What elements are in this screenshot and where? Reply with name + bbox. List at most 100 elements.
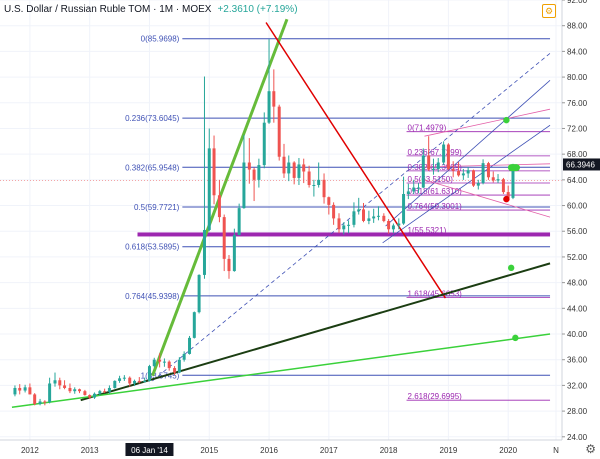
x-tick-label: 2019: [440, 446, 458, 455]
candle-body: [451, 168, 455, 171]
trend-line-dark-long[interactable]: [80, 262, 551, 402]
candle-body: [133, 380, 137, 384]
candle-body: [257, 165, 261, 180]
candle-body: [367, 218, 371, 221]
candle-body: [113, 380, 117, 388]
fib-level-label: 1(33.5745): [141, 371, 180, 380]
candle-body: [147, 366, 151, 381]
candle-body: [446, 144, 450, 169]
x-tick-highlight: [125, 443, 174, 456]
candle-body: [212, 148, 216, 196]
candle-body: [337, 218, 341, 230]
candle-body: [481, 163, 485, 184]
channel-line: [382, 124, 551, 244]
x-tick-label: 2013: [81, 446, 99, 455]
candle-body: [421, 155, 425, 188]
y-tick-label: 88.00: [567, 22, 588, 31]
y-tick-label: 24.00: [567, 433, 588, 442]
x-tick-label: 2017: [320, 446, 338, 455]
candle-body: [227, 258, 231, 272]
y-tick-label: 28.00: [567, 407, 588, 416]
fib-level-label: 0(85.9698): [141, 35, 180, 44]
candle-body: [506, 192, 510, 198]
candle-body: [242, 162, 246, 209]
candle-body: [282, 156, 286, 174]
fib-ext-label: 0.618(61.6310): [408, 187, 463, 196]
candle-body: [143, 380, 147, 383]
candle-body: [402, 193, 406, 224]
last-price-label: 66.3946: [566, 160, 595, 169]
x-tick-label: 2012: [21, 446, 39, 455]
candle-body: [23, 387, 27, 391]
candle-body: [406, 191, 410, 194]
y-tick-label: 60.00: [567, 202, 588, 211]
candle-body: [472, 170, 476, 186]
candle-body: [417, 187, 421, 189]
y-tick-label: 32.00: [567, 381, 588, 390]
candle-body: [92, 393, 96, 398]
candle-body: [197, 274, 201, 313]
candle-body: [412, 187, 416, 192]
fib-level-label: 0.5(59.7721): [134, 203, 180, 212]
candle-body: [267, 91, 271, 123]
y-tick-label: 44.00: [567, 304, 588, 313]
fib-ext-label: 0.5(63.5150): [408, 175, 454, 184]
y-tick-label: 56.00: [567, 227, 588, 236]
candle-body: [376, 215, 380, 217]
candle-body: [327, 197, 331, 205]
price-change: +2.3610 (+7.19%): [217, 4, 298, 15]
candle-body: [277, 106, 281, 157]
candle-body: [192, 312, 196, 338]
candle-body: [202, 229, 206, 275]
last-price-badge: [563, 158, 600, 171]
candle-body: [262, 122, 266, 166]
candle-body: [182, 353, 186, 360]
candle-body: [287, 162, 291, 174]
candle-body: [137, 380, 141, 383]
candle-body: [28, 387, 32, 395]
candle-body: [252, 169, 256, 180]
settings-icon[interactable]: ⚙: [542, 4, 556, 18]
candle-body: [307, 171, 311, 185]
signal-marker: [512, 334, 519, 342]
candle-body: [232, 235, 236, 272]
candle-body: [38, 401, 42, 405]
candle-body: [357, 209, 361, 212]
trend-line-lime-long[interactable]: [11, 333, 551, 408]
chart-title: U.S. Dollar / Russian Ruble TOM · 1M · M…: [4, 4, 212, 15]
candle-body: [177, 359, 181, 373]
candle-body: [18, 387, 22, 391]
candle-body: [103, 391, 107, 393]
candle-body: [48, 383, 52, 403]
x-tick-label: 2020: [499, 446, 517, 455]
candle-body: [78, 389, 82, 392]
y-tick-label: 68.00: [567, 150, 588, 159]
channel-line: [152, 53, 551, 382]
candle-body: [237, 208, 241, 236]
candle-body: [501, 179, 505, 193]
signal-marker: [503, 116, 510, 124]
candle-body: [247, 162, 251, 170]
candle-body: [491, 177, 495, 181]
trend-line-red-down[interactable]: [265, 22, 447, 299]
candle-body: [372, 216, 376, 219]
candle-body: [58, 380, 62, 386]
fib-ext-label: 0.236(67.7299): [408, 148, 463, 157]
signal-marker: [507, 264, 515, 272]
fib-level-label: 0.618(53.5895): [125, 243, 180, 252]
candle-body: [107, 387, 111, 392]
gear-icon[interactable]: ⚙: [585, 442, 596, 456]
y-tick-label: 36.00: [567, 356, 588, 365]
candle-body: [73, 389, 77, 392]
candle-body: [317, 179, 321, 185]
candle-body: [118, 378, 122, 381]
candle-body: [322, 179, 326, 198]
candle-body: [297, 164, 301, 178]
candle-body: [173, 368, 177, 373]
wedge-line: [424, 108, 551, 137]
candle-body: [391, 225, 395, 230]
fib-ext-label: 0.382(65.3989): [408, 163, 463, 172]
candle-body: [511, 164, 515, 198]
